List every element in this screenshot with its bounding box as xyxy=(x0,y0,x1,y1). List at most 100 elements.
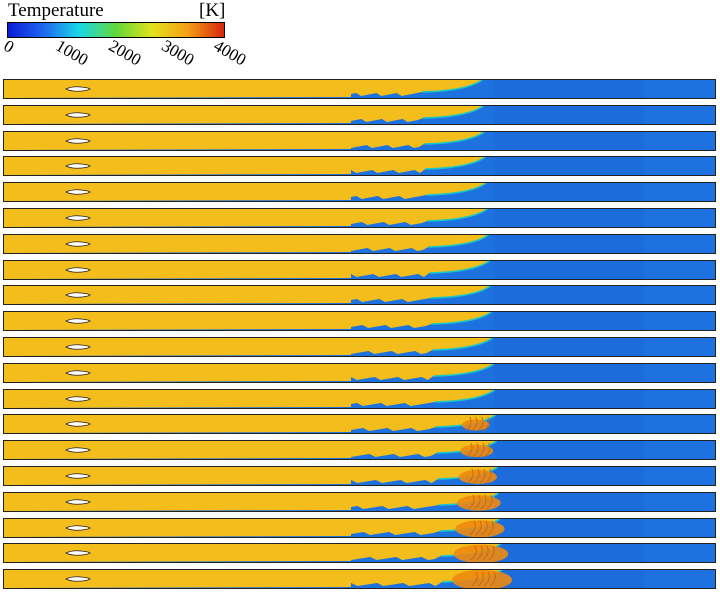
frame-panel xyxy=(3,466,716,486)
frame-panel xyxy=(3,233,716,254)
obstacle xyxy=(65,318,91,324)
hot-pocket-striations xyxy=(470,546,495,561)
downstream-band xyxy=(494,234,644,253)
legend-title: Temperature xyxy=(8,0,104,21)
burned-region xyxy=(4,105,484,124)
frame-plot xyxy=(4,544,715,563)
downstream-band xyxy=(494,80,644,98)
flame-front xyxy=(432,338,493,351)
frame-plot xyxy=(4,518,715,537)
obstacle xyxy=(65,189,91,195)
obstacle xyxy=(65,421,91,428)
colorbar-tick-4000: 4000 xyxy=(210,36,250,70)
downstream-band xyxy=(494,389,644,408)
downstream-band xyxy=(494,312,644,331)
obstacle xyxy=(65,447,91,453)
frame-panel xyxy=(3,311,716,332)
frame-panel xyxy=(3,259,716,280)
hot-pocket xyxy=(456,494,501,511)
downstream-band xyxy=(494,518,644,537)
downstream-band xyxy=(494,415,644,434)
frame-panel xyxy=(3,104,716,125)
frame-panel xyxy=(3,130,716,151)
downstream-band xyxy=(494,544,644,563)
frame-panel xyxy=(3,543,716,564)
frame-plot xyxy=(4,389,715,408)
colorbar xyxy=(7,22,225,38)
obstacle xyxy=(65,550,91,557)
burned-region xyxy=(4,415,496,434)
frame-panel xyxy=(3,182,716,203)
obstacle xyxy=(65,292,91,299)
downstream-band xyxy=(494,338,644,356)
obstacle xyxy=(65,344,91,350)
frame-panel xyxy=(3,414,716,435)
frame-plot xyxy=(4,260,715,279)
obstacle xyxy=(65,215,91,221)
burned-region xyxy=(4,441,497,460)
hot-pocket-striations xyxy=(469,520,494,535)
colorbar-tick-3000: 3000 xyxy=(158,36,198,70)
burned-region xyxy=(4,157,486,176)
hot-pocket-striations xyxy=(466,442,491,458)
flame-front xyxy=(421,80,483,93)
frame-plot xyxy=(4,492,715,511)
downstream-band xyxy=(494,183,644,202)
burned-region xyxy=(4,570,502,589)
burned-region xyxy=(4,260,490,279)
downstream-band xyxy=(494,157,644,176)
frame-panel xyxy=(3,517,716,538)
frame-panel xyxy=(3,569,716,590)
hot-pocket xyxy=(461,419,490,431)
flame-front xyxy=(434,389,496,403)
flame-front xyxy=(433,363,495,377)
frame-plot xyxy=(4,441,715,460)
frame-panel xyxy=(3,208,716,228)
colorbar-tick-1000: 1000 xyxy=(52,36,92,70)
frame-plot xyxy=(4,570,715,589)
obstacle xyxy=(65,395,91,402)
obstacle xyxy=(65,576,91,582)
flame-front xyxy=(431,312,492,325)
flame-front xyxy=(426,183,487,196)
frame-plot xyxy=(4,415,715,434)
burned-region xyxy=(4,492,499,511)
frame-panel xyxy=(3,285,716,306)
burned-region xyxy=(4,389,495,408)
frame-panel xyxy=(3,79,716,99)
hot-pocket xyxy=(453,545,509,563)
burned-region xyxy=(4,338,493,356)
downstream-band xyxy=(494,467,644,485)
hot-pocket xyxy=(460,444,494,458)
frame-panel xyxy=(3,362,716,383)
burned-region xyxy=(4,518,500,537)
frame-plot xyxy=(4,183,715,202)
obstacle xyxy=(65,524,91,531)
frame-panel xyxy=(3,491,716,512)
frame-panel xyxy=(3,440,716,461)
flame-front xyxy=(425,157,486,171)
burned-region xyxy=(4,80,482,98)
burned-region xyxy=(4,286,491,305)
downstream-band xyxy=(494,105,644,124)
flame-front xyxy=(429,260,490,274)
obstacle xyxy=(65,473,91,479)
obstacle xyxy=(65,370,91,376)
hot-pocket xyxy=(455,519,505,537)
hot-pocket-striations xyxy=(468,494,493,510)
legend-unit: [K] xyxy=(199,0,226,21)
hot-pocket xyxy=(452,570,512,589)
frame-plot xyxy=(4,363,715,382)
frame-plot xyxy=(4,157,715,176)
flame-front xyxy=(430,286,491,300)
obstacle xyxy=(65,112,91,118)
frame-plot xyxy=(4,467,715,485)
downstream-band xyxy=(494,492,644,511)
flame-front xyxy=(424,131,485,145)
burned-region xyxy=(4,312,492,331)
burned-region xyxy=(4,467,498,485)
frame-plot xyxy=(4,312,715,331)
colorbar-tick-0: 0 xyxy=(0,36,18,57)
hot-pocket-striations xyxy=(465,417,490,432)
frame-plot xyxy=(4,131,715,150)
